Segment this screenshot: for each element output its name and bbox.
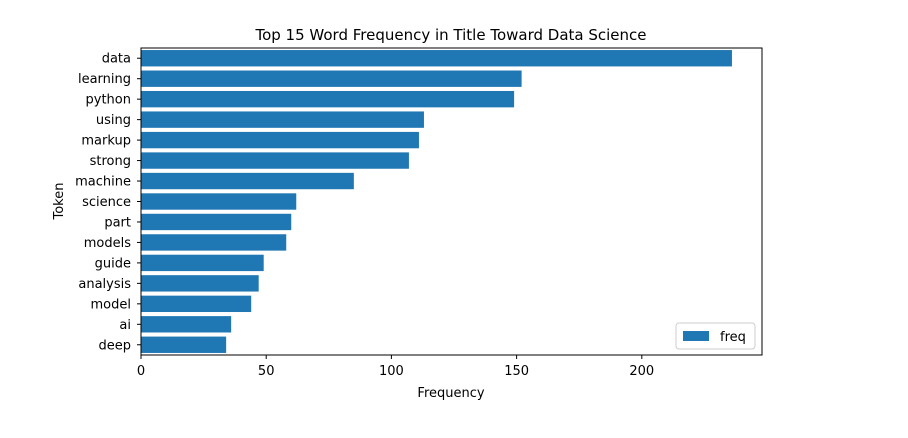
x-axis-label: Frequency (417, 386, 484, 401)
bar-deep (141, 336, 227, 353)
bar-ai (141, 316, 232, 333)
y-tick-label: machine (75, 175, 131, 190)
y-tick-label: data (102, 52, 131, 67)
bar-analysis (141, 275, 259, 292)
x-tick-label: 100 (379, 364, 404, 379)
bar-model (141, 295, 252, 313)
bar-guide (141, 254, 264, 272)
bar-science (141, 193, 297, 210)
bar-markup (141, 131, 419, 149)
y-tick-label: learning (78, 72, 131, 87)
y-tick-label: guide (95, 256, 131, 271)
bar-strong (141, 152, 409, 169)
x-tick-label: 200 (629, 364, 654, 379)
y-tick-label: using (96, 113, 131, 128)
x-tick-label: 0 (137, 364, 145, 379)
bar-using (141, 111, 424, 128)
x-axis: 0 50 100 150 200 (137, 355, 654, 379)
bar-machine (141, 172, 354, 190)
bar-learning (141, 70, 522, 87)
chart-title: Top 15 Word Frequency in Title Toward Da… (254, 26, 646, 44)
legend: freq (675, 322, 756, 350)
y-tick-label: python (86, 93, 131, 108)
y-tick-label: science (82, 195, 131, 210)
y-tick-label: ai (119, 318, 131, 333)
y-tick-label: analysis (78, 277, 131, 292)
bar-part (141, 213, 292, 231)
bar-python (141, 90, 515, 108)
y-tick-label: models (84, 236, 131, 251)
bar-data (141, 50, 732, 67)
y-tick-label: part (104, 215, 131, 230)
legend-frame (675, 322, 756, 350)
x-tick-label: 50 (258, 364, 275, 379)
y-tick-label: markup (81, 134, 131, 149)
y-axis-label: Token (52, 183, 67, 221)
bar-models (141, 234, 287, 251)
x-tick-label: 150 (504, 364, 529, 379)
y-axis: data learning python using markup strong machi… (75, 52, 141, 353)
y-tick-label: model (91, 297, 131, 312)
legend-label: freq (720, 330, 746, 345)
y-tick-label: strong (90, 154, 131, 169)
y-tick-label: deep (99, 338, 132, 353)
legend-swatch (683, 331, 709, 341)
bars-group (141, 50, 732, 353)
